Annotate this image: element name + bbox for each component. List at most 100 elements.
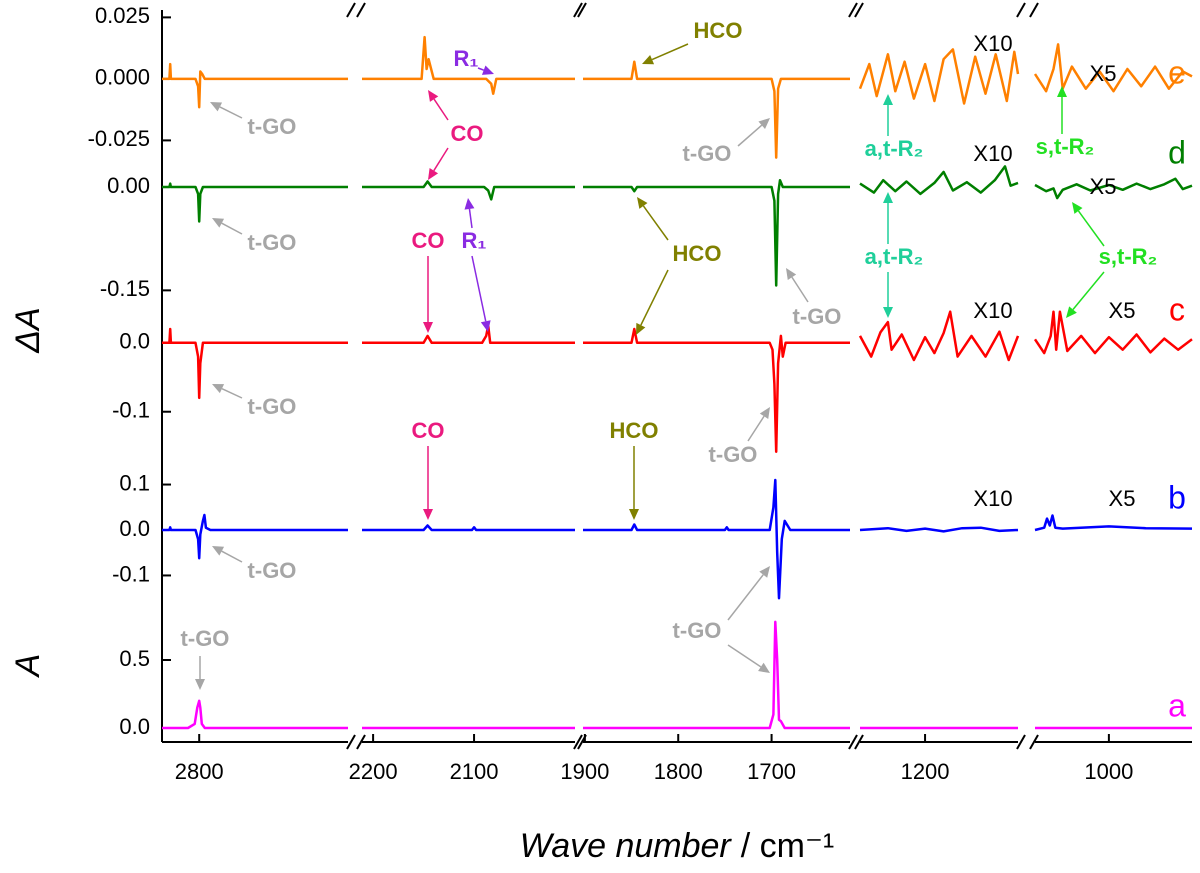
annotation: t-GO bbox=[709, 442, 758, 467]
y-tick-label: 0.0 bbox=[119, 516, 150, 541]
x-tick-label: 1000 bbox=[1084, 759, 1133, 784]
annotation: t-GO bbox=[248, 114, 297, 139]
spectrum-line bbox=[162, 620, 1192, 730]
annotation: t-GO bbox=[248, 230, 297, 255]
series-label: a bbox=[1168, 687, 1186, 723]
annotation: t-GO bbox=[673, 618, 722, 643]
x-axis-unit: / cm⁻¹ bbox=[741, 827, 834, 865]
annotation-arrowhead bbox=[629, 509, 639, 520]
scale-factor: X10 bbox=[973, 486, 1012, 511]
x-tick-label: 2800 bbox=[175, 759, 224, 784]
x-tick-label: 2100 bbox=[450, 759, 499, 784]
annotation-arrow bbox=[221, 550, 243, 563]
y-tick-label: -0.1 bbox=[112, 398, 150, 423]
scale-factor: X5 bbox=[1090, 174, 1117, 199]
y-tick-label: 0.0 bbox=[119, 714, 150, 739]
annotation: a,t-R₂ bbox=[865, 136, 924, 161]
series-label: c bbox=[1169, 291, 1185, 327]
annotation-arrowhead bbox=[423, 322, 433, 333]
annotation: CO bbox=[412, 418, 445, 443]
y-axis-label: ΔA bbox=[9, 307, 47, 354]
annotation-arrow bbox=[477, 67, 484, 71]
y-tick-label: -0.025 bbox=[88, 126, 150, 151]
annotation-arrow bbox=[468, 208, 473, 229]
x-tick-label: 1200 bbox=[901, 759, 950, 784]
spectrum-line bbox=[162, 165, 1193, 287]
spectrum-line bbox=[162, 35, 1193, 159]
annotation-arrow bbox=[640, 269, 669, 326]
annotation: HCO bbox=[610, 418, 659, 443]
annotation-arrowhead bbox=[1072, 202, 1083, 214]
axis-break bbox=[1029, 734, 1039, 750]
annotation-arrowhead bbox=[759, 407, 770, 419]
annotation-arrow bbox=[727, 644, 762, 668]
annotation: R₁ bbox=[454, 46, 479, 71]
annotation-arrowhead bbox=[758, 118, 770, 130]
annotation-arrow bbox=[1072, 271, 1105, 310]
series-label: d bbox=[1168, 134, 1186, 170]
annotation-arrowhead bbox=[637, 197, 648, 209]
y-tick-label: 0.1 bbox=[119, 470, 150, 495]
series-label: b bbox=[1168, 479, 1186, 515]
annotation: t-GO bbox=[683, 141, 732, 166]
annotation-arrow bbox=[642, 205, 669, 241]
annotation-arrow bbox=[433, 98, 449, 121]
annotation-arrow bbox=[727, 574, 764, 621]
axis-break bbox=[1016, 2, 1026, 18]
annotation-arrowhead bbox=[212, 546, 225, 556]
annotation-arrowhead bbox=[212, 218, 225, 228]
annotation: R₁ bbox=[462, 228, 487, 253]
axis-break bbox=[356, 734, 366, 750]
axis-break bbox=[854, 2, 864, 18]
annotation-arrowhead bbox=[642, 55, 655, 65]
annotation-arrowhead bbox=[1066, 306, 1077, 318]
scale-factor: X10 bbox=[973, 31, 1012, 56]
y-tick-label: 0.025 bbox=[95, 3, 150, 28]
axis-break bbox=[573, 2, 583, 18]
scale-factor: X10 bbox=[973, 298, 1012, 323]
annotation-arrow bbox=[791, 276, 809, 303]
scale-factor: X10 bbox=[973, 141, 1012, 166]
annotation-arrowhead bbox=[210, 102, 223, 112]
annotation-arrowhead bbox=[481, 65, 494, 75]
annotation-arrow bbox=[651, 43, 689, 61]
annotation-arrow bbox=[221, 387, 243, 399]
annotation: HCO bbox=[694, 18, 743, 43]
axis-break bbox=[848, 2, 858, 18]
axis-break bbox=[346, 2, 356, 18]
x-tick-label: 1900 bbox=[560, 759, 609, 784]
annotation: t-GO bbox=[248, 558, 297, 583]
annotation: CO bbox=[451, 121, 484, 146]
x-tick-label: 1700 bbox=[747, 759, 796, 784]
annotation-arrowhead bbox=[758, 662, 770, 673]
series-label: e bbox=[1168, 54, 1186, 90]
x-tick-label: 2200 bbox=[349, 759, 398, 784]
annotation-arrowhead bbox=[423, 509, 433, 520]
axis-break bbox=[1016, 734, 1026, 750]
annotation-arrowhead bbox=[883, 192, 893, 203]
y-tick-label: 0.0 bbox=[119, 329, 150, 354]
annotation-arrow bbox=[433, 147, 449, 172]
axis-break bbox=[577, 2, 587, 18]
annotation: s,t-R₂ bbox=[1036, 134, 1095, 159]
annotation: t-GO bbox=[248, 394, 297, 419]
annotation-arrowhead bbox=[883, 307, 893, 318]
annotation: t-GO bbox=[793, 304, 842, 329]
annotation-arrow bbox=[221, 222, 243, 235]
scale-factor: X5 bbox=[1109, 298, 1136, 323]
annotation-arrow bbox=[219, 106, 243, 119]
annotation-arrowhead bbox=[759, 566, 770, 578]
annotation-arrow bbox=[737, 124, 763, 147]
annotation-arrowhead bbox=[428, 90, 439, 102]
annotation: a,t-R₂ bbox=[865, 244, 924, 269]
x-axis-label: Wave number bbox=[520, 827, 733, 865]
annotation-arrow bbox=[1077, 210, 1105, 247]
annotation: t-GO bbox=[181, 626, 230, 651]
axis-break bbox=[573, 734, 583, 750]
annotation-arrowhead bbox=[464, 198, 475, 210]
axis-break bbox=[1029, 2, 1039, 18]
x-tick-label: 1800 bbox=[654, 759, 703, 784]
axis-break bbox=[848, 734, 858, 750]
axis-break bbox=[356, 2, 366, 18]
